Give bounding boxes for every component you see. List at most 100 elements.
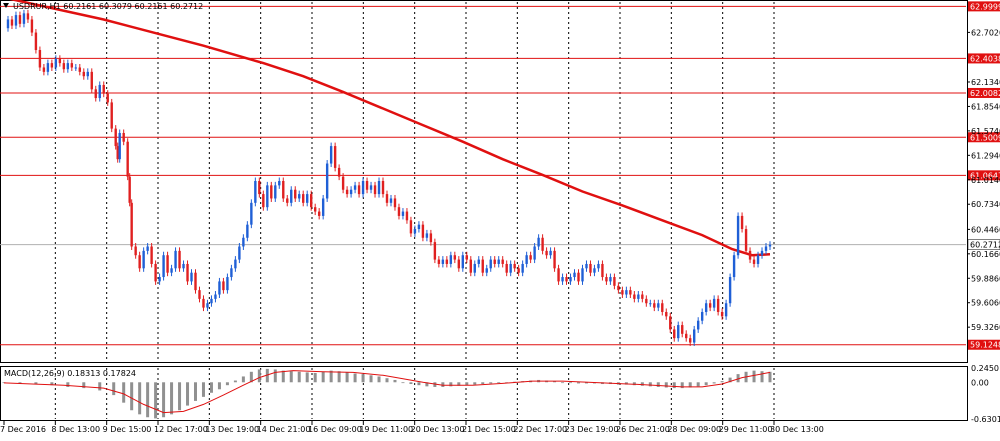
candle-body bbox=[82, 71, 85, 77]
candle-body bbox=[42, 67, 46, 72]
candle-body bbox=[116, 146, 119, 160]
macd-histogram-bar bbox=[465, 382, 469, 386]
macd-histogram-bar bbox=[353, 373, 357, 383]
macd-histogram-bar bbox=[249, 371, 253, 383]
candle-body bbox=[122, 132, 125, 142]
candle-body bbox=[134, 246, 137, 256]
price-panel[interactable] bbox=[0, 0, 968, 363]
candle-body bbox=[497, 259, 500, 264]
candle-body bbox=[150, 246, 153, 264]
candle-body bbox=[46, 63, 50, 72]
candle-body bbox=[601, 263, 604, 278]
macd-histogram-bar bbox=[385, 378, 389, 383]
macd-histogram-bar bbox=[760, 371, 764, 383]
macd-histogram-bar bbox=[473, 382, 477, 385]
candle-body bbox=[90, 71, 93, 90]
candle-body bbox=[617, 285, 620, 291]
time-tick-label: 16 Dec 09:00 bbox=[308, 425, 362, 434]
candle-body bbox=[54, 58, 58, 68]
candle-body bbox=[98, 84, 101, 99]
macd-histogram-bar bbox=[194, 382, 197, 401]
candle-body bbox=[154, 263, 157, 282]
candle-body bbox=[238, 246, 241, 260]
candle-body bbox=[469, 259, 472, 273]
candle-body bbox=[258, 181, 261, 195]
candle-body bbox=[34, 32, 38, 51]
time-tick-label: 23 Dec 19:00 bbox=[565, 425, 619, 434]
macd-histogram-bar bbox=[345, 372, 349, 383]
candle-body bbox=[128, 176, 131, 203]
macd-histogram-bar bbox=[736, 374, 740, 383]
candle-body bbox=[685, 333, 688, 339]
candle-body bbox=[246, 224, 249, 238]
candle-body bbox=[425, 233, 429, 238]
candle-body bbox=[14, 15, 18, 26]
candle-body bbox=[541, 237, 544, 251]
dropdown-triangle-icon[interactable] bbox=[3, 3, 9, 8]
candle-body bbox=[421, 224, 425, 238]
macd-histogram-bar bbox=[553, 381, 557, 383]
candle-body bbox=[613, 277, 616, 286]
candle-body bbox=[365, 181, 369, 190]
macd-histogram-bar bbox=[680, 382, 684, 389]
candle-body bbox=[182, 263, 185, 269]
candle-body bbox=[22, 13, 26, 24]
candle-body bbox=[525, 255, 528, 264]
time-tick-label: 28 Dec 09:00 bbox=[667, 425, 721, 434]
candle-body bbox=[673, 329, 676, 339]
candle-body bbox=[649, 303, 652, 305]
candle-body bbox=[629, 290, 632, 295]
candle-body bbox=[633, 294, 636, 299]
candle-body bbox=[561, 277, 564, 282]
candle-body bbox=[529, 255, 532, 260]
macd-histogram-bar bbox=[154, 382, 158, 419]
candle-body bbox=[756, 255, 760, 264]
candle-body bbox=[266, 185, 269, 208]
candle-body bbox=[186, 263, 189, 282]
time-tick-label: 30 Dec 13:00 bbox=[770, 425, 824, 434]
macd-histogram-bar bbox=[752, 370, 756, 383]
macd-histogram-bar bbox=[18, 382, 22, 384]
time-tick-label: 13 Dec 19:00 bbox=[205, 425, 259, 434]
price-tick-label: 60.4460 bbox=[971, 225, 1000, 234]
candle-body bbox=[190, 272, 193, 282]
macd-histogram-bar bbox=[640, 382, 644, 386]
macd-tick-label: -0.6301 bbox=[971, 415, 1000, 424]
candle-body bbox=[18, 15, 22, 24]
candle-body bbox=[740, 215, 744, 230]
macd-histogram-bar bbox=[728, 377, 732, 383]
macd-histogram-bar bbox=[233, 380, 237, 383]
candle-body bbox=[10, 19, 14, 26]
level-label-box bbox=[968, 170, 1000, 181]
candle-body bbox=[545, 250, 548, 256]
horizontal-levels[interactable]: 62.9999 62.4038 62.0082 61.5009 61.0647 59.12… bbox=[0, 1, 1000, 350]
candle-body bbox=[130, 202, 133, 247]
candle-body bbox=[66, 63, 70, 70]
candle-body bbox=[357, 185, 361, 195]
macd-signal-line bbox=[3, 370, 771, 414]
current-price-label: 60.2712 bbox=[970, 241, 1000, 250]
candle-body bbox=[218, 281, 221, 295]
macd-histogram-bar bbox=[688, 382, 692, 388]
candle-body bbox=[581, 268, 584, 282]
candle-body bbox=[445, 259, 449, 264]
candle-body bbox=[573, 272, 576, 278]
symbol-info-text: USDRUR,H1 60.2161 60.3079 60.2161 60.271… bbox=[13, 2, 203, 11]
candle-body bbox=[294, 189, 297, 199]
macd-panel[interactable] bbox=[0, 366, 968, 421]
candle-body bbox=[696, 320, 700, 330]
macd-histogram-bar bbox=[146, 382, 150, 418]
macd-histogram-bar bbox=[664, 382, 668, 388]
candle-body bbox=[505, 263, 508, 273]
candle-body bbox=[58, 58, 62, 64]
macd-histogram-bar bbox=[66, 382, 70, 387]
macd-histogram-bar bbox=[433, 382, 437, 387]
macd-histogram-bar bbox=[401, 382, 405, 384]
time-tick-label: 9 Dec 15:00 bbox=[103, 425, 152, 434]
macd-histogram-bar bbox=[122, 382, 126, 403]
candle-body bbox=[397, 207, 401, 216]
time-tick-label: 14 Dec 21:00 bbox=[257, 425, 311, 434]
